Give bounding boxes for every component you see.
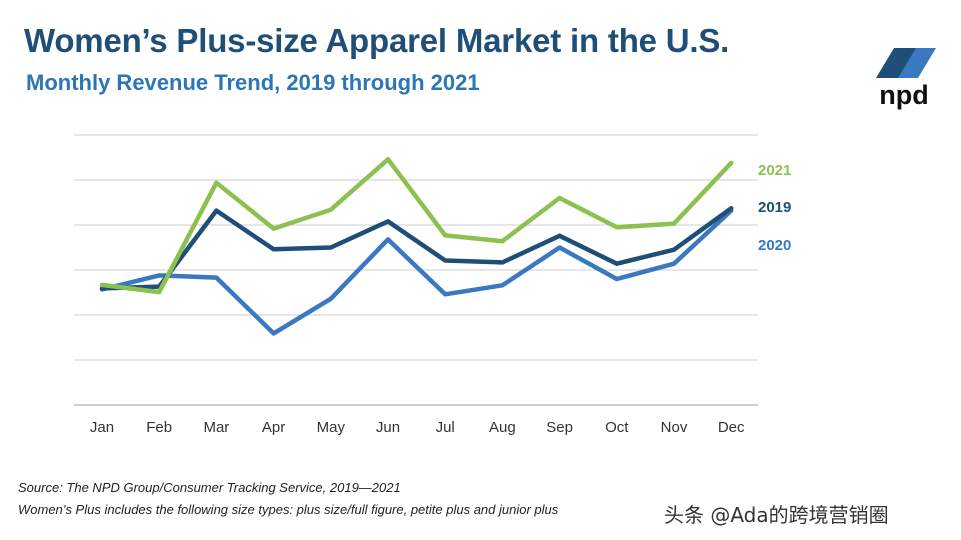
data-point-2020 [328,296,333,301]
x-tick-label: May [317,419,346,436]
data-point-2021 [157,290,162,295]
data-point-2019 [214,208,219,213]
data-point-2021 [214,180,219,185]
series-line-2020 [99,208,734,336]
data-point-2019 [557,233,562,238]
data-point-2020 [214,275,219,280]
x-tick-label: Feb [146,419,172,436]
data-point-2020 [443,292,448,297]
x-tick-label: Oct [605,419,629,436]
data-point-2021 [443,233,448,238]
data-point-2019 [614,261,619,266]
watermark: 头条 @Ada的跨境营销圈 [664,503,889,527]
series-line-2019 [99,206,734,291]
legend-label-2019: 2019 [758,199,791,216]
data-point-2019 [729,206,734,211]
x-tick-label: Jan [90,419,114,436]
data-point-2019 [443,258,448,263]
x-tick-label: Jul [436,419,455,436]
data-point-2020 [157,273,162,278]
data-point-2020 [672,261,676,266]
series-line-2021 [99,157,734,295]
x-tick-label: Aug [489,419,516,436]
x-tick-label: Jun [376,419,400,436]
source-note: Source: The NPD Group/Consumer Tracking … [18,480,401,495]
npd-logo-swoosh-light [898,48,936,78]
data-point-2020 [500,283,505,288]
npd-logo: npd [876,48,936,110]
npd-logo-text: npd [879,80,928,110]
data-point-2021 [271,226,276,231]
data-point-2020 [614,277,619,281]
x-tick-label: Dec [718,419,745,436]
data-point-2021 [672,221,676,226]
data-point-2021 [614,225,619,230]
x-axis-ticks: Jan Feb Mar Apr May Jun Jul Aug Sep Oct Nov Dec [90,419,745,436]
chart-title: Women’s Plus-size Apparel Market in the … [24,22,730,59]
legend-layer: 2021 2019 2020 [758,162,791,254]
npd-logo-swoosh-dark [876,48,920,78]
x-tick-label: Mar [203,419,229,436]
data-point-2021 [500,239,505,244]
data-point-2019 [672,247,676,252]
data-point-2021 [386,157,390,162]
data-point-2019 [386,219,390,224]
data-point-2021 [100,282,104,287]
data-point-2019 [500,260,505,265]
data-point-2020 [271,331,276,336]
data-point-2019 [271,247,276,252]
data-point-2019 [100,286,104,291]
legend-label-2021: 2021 [758,162,791,179]
data-point-2019 [328,245,333,250]
data-point-2021 [328,207,333,212]
series-layer [99,157,734,336]
x-tick-label: Nov [661,419,688,436]
legend-label-2020: 2020 [758,237,791,254]
chart-subtitle: Monthly Revenue Trend, 2019 through 2021 [26,70,480,95]
x-tick-label: Apr [262,419,285,436]
size-types-note: Women’s Plus includes the following size… [18,502,559,517]
x-tick-label: Sep [546,419,573,436]
data-point-2021 [557,196,562,200]
data-point-2020 [557,245,562,250]
data-point-2020 [386,237,390,242]
data-point-2021 [729,160,734,165]
